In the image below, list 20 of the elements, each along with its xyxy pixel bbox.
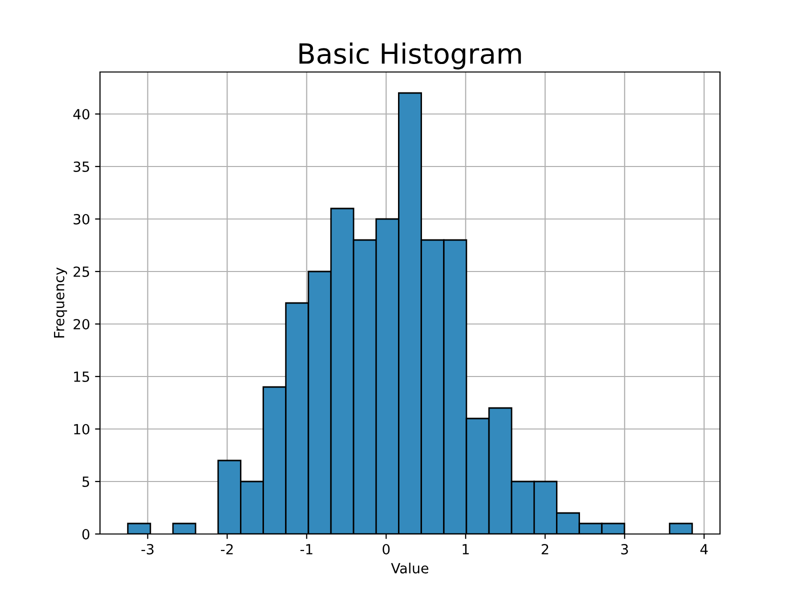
x-tick-label: 1 bbox=[462, 544, 469, 554]
x-tick-label: 4 bbox=[700, 544, 708, 554]
y-tick-label: 10 bbox=[74, 424, 90, 434]
x-tick-label: -2 bbox=[220, 544, 233, 554]
x-axis-title: Value bbox=[391, 562, 428, 574]
y-tick-label: 20 bbox=[74, 318, 90, 330]
y-tick-label: 15 bbox=[74, 372, 90, 382]
y-axis-title: Frequency bbox=[54, 268, 68, 338]
x-tick-label: 3 bbox=[621, 544, 628, 554]
x-tick-label: -3 bbox=[141, 544, 154, 554]
y-tick-label: 0 bbox=[82, 528, 90, 540]
y-tick-label: 25 bbox=[74, 266, 90, 277]
x-tick-label: -1 bbox=[300, 544, 312, 554]
chart-title: Basic Histogram bbox=[299, 42, 521, 70]
y-tick-label: 35 bbox=[74, 161, 90, 172]
y-tick-label: 5 bbox=[82, 476, 90, 487]
x-tick-label: 2 bbox=[542, 544, 548, 554]
x-tick-label: 0 bbox=[382, 544, 390, 554]
y-tick-label: 30 bbox=[74, 214, 90, 224]
y-tick-label: 40 bbox=[73, 108, 90, 120]
